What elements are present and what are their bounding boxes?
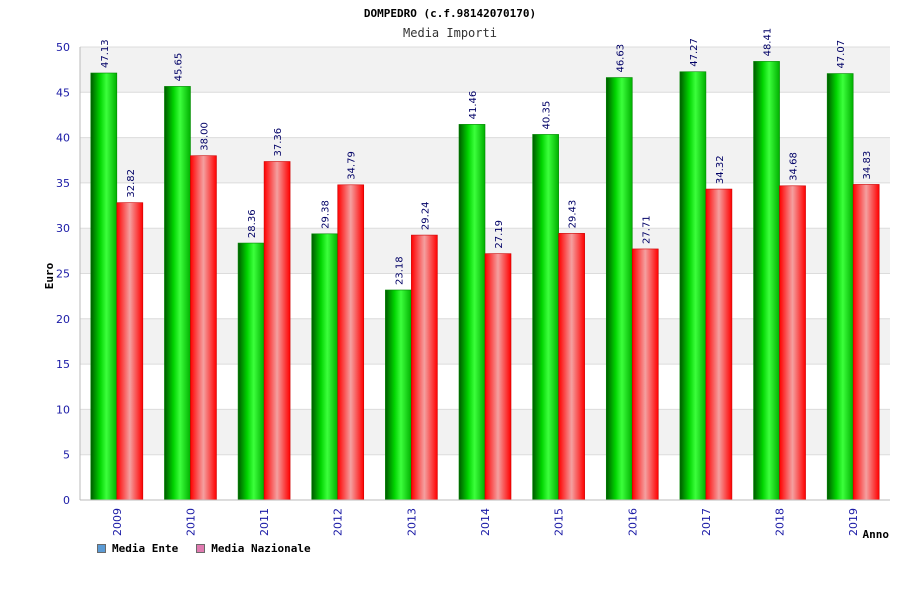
legend-swatch-media-nazionale [196, 544, 206, 553]
bar-media-ente [311, 233, 339, 501]
x-tick-label: 2014 [479, 508, 492, 536]
bar-media-ente [237, 242, 265, 501]
x-axis-label: Anno [863, 528, 890, 541]
x-tick-label: 2016 [626, 508, 639, 536]
data-label-media-ente: 41.46 [468, 91, 479, 120]
y-tick-label: 35 [56, 177, 70, 190]
x-tick-label: 2009 [111, 508, 124, 536]
data-label-media-nazionale: 27.71 [641, 215, 652, 244]
data-label-media-ente: 40.35 [542, 101, 553, 130]
x-tick-labels: 2009 2010 2011 2012 2013 2014 2015 2016 2017 2018… [111, 508, 860, 536]
y-tick-label: 50 [56, 41, 70, 54]
chart-subtitle: Media Importi [403, 26, 497, 40]
y-tick-label: 40 [56, 132, 70, 145]
bar-media-nazionale [631, 248, 659, 501]
data-label-media-nazionale: 29.24 [420, 201, 431, 230]
y-tick-labels: 0 5 10 15 20 25 30 35 40 45 50 [56, 41, 70, 507]
bar-media-nazionale [116, 202, 144, 501]
bar-media-nazionale [558, 233, 585, 501]
legend-label-media-ente: Media Ente [112, 542, 179, 555]
bar-media-ente [753, 61, 780, 501]
bar-media-nazionale [705, 188, 733, 501]
data-label-media-ente: 23.18 [394, 256, 405, 285]
legend-label-media-nazionale: Media Nazionale [211, 542, 311, 555]
legend-item-media-ente: Media Ente [97, 542, 178, 555]
bar-media-nazionale [779, 185, 806, 501]
y-tick-label: 30 [56, 222, 70, 235]
chart-title: DOMPEDRO (c.f.98142070170) [364, 7, 536, 20]
data-label-media-nazionale: 38.00 [199, 122, 210, 151]
y-tick-label: 0 [63, 494, 70, 507]
y-axis-label: Euro [43, 262, 56, 289]
bar-media-nazionale [263, 161, 291, 501]
y-tick-label: 15 [56, 358, 70, 371]
bar-value-labels: 47.13 32.82 45.65 38.00 28.36 37.36 29.38 34.79… [100, 28, 873, 285]
y-tick-label: 25 [56, 268, 70, 281]
y-tick-label: 5 [63, 449, 70, 462]
data-label-media-ente: 28.36 [247, 209, 258, 238]
bar-media-ente [458, 124, 486, 501]
y-tick-label: 10 [56, 403, 70, 416]
y-tick-label: 20 [56, 313, 70, 326]
data-label-media-ente: 47.27 [689, 38, 700, 67]
bar-media-ente [90, 72, 118, 501]
bar-media-nazionale [852, 184, 880, 501]
x-tick-label: 2011 [258, 508, 271, 536]
bar-media-ente [385, 289, 412, 501]
bar-media-ente [826, 73, 854, 501]
x-tick-label: 2019 [847, 508, 860, 536]
data-label-media-nazionale: 34.68 [789, 152, 800, 181]
bar-media-ente [532, 134, 559, 501]
data-label-media-nazionale: 34.79 [347, 151, 358, 180]
bar-media-ente [605, 77, 633, 501]
data-label-media-ente: 47.07 [836, 40, 847, 69]
data-label-media-nazionale: 34.83 [862, 151, 873, 180]
bar-media-nazionale [337, 184, 365, 501]
x-tick-label: 2012 [332, 508, 345, 536]
bar-media-nazionale [190, 155, 217, 501]
data-label-media-nazionale: 32.82 [126, 169, 137, 198]
data-label-media-ente: 48.41 [763, 28, 774, 57]
legend-item-media-nazionale: Media Nazionale [196, 542, 311, 555]
legend-swatch-media-ente [97, 544, 106, 553]
bar-media-ente [679, 71, 707, 501]
data-label-media-nazionale: 34.32 [715, 155, 726, 184]
x-tick-label: 2015 [553, 508, 566, 536]
data-label-media-ente: 29.38 [321, 200, 332, 229]
bar-media-nazionale [484, 253, 512, 501]
data-label-media-nazionale: 27.19 [494, 220, 505, 249]
bars [90, 61, 880, 501]
legend: Media Ente Media Nazionale [97, 542, 311, 555]
bar-media-ente [164, 86, 191, 501]
data-label-media-nazionale: 37.36 [273, 128, 284, 157]
data-label-media-ente: 45.65 [173, 53, 184, 82]
y-tick-label: 45 [56, 86, 70, 99]
x-tick-label: 2018 [774, 508, 787, 536]
data-label-media-nazionale: 29.43 [568, 200, 579, 229]
x-tick-label: 2017 [700, 508, 713, 536]
x-tick-label: 2010 [184, 508, 197, 536]
data-label-media-ente: 46.63 [615, 44, 626, 73]
bar-media-nazionale [411, 234, 438, 501]
x-tick-label: 2013 [405, 508, 418, 536]
data-label-media-ente: 47.13 [100, 39, 111, 68]
